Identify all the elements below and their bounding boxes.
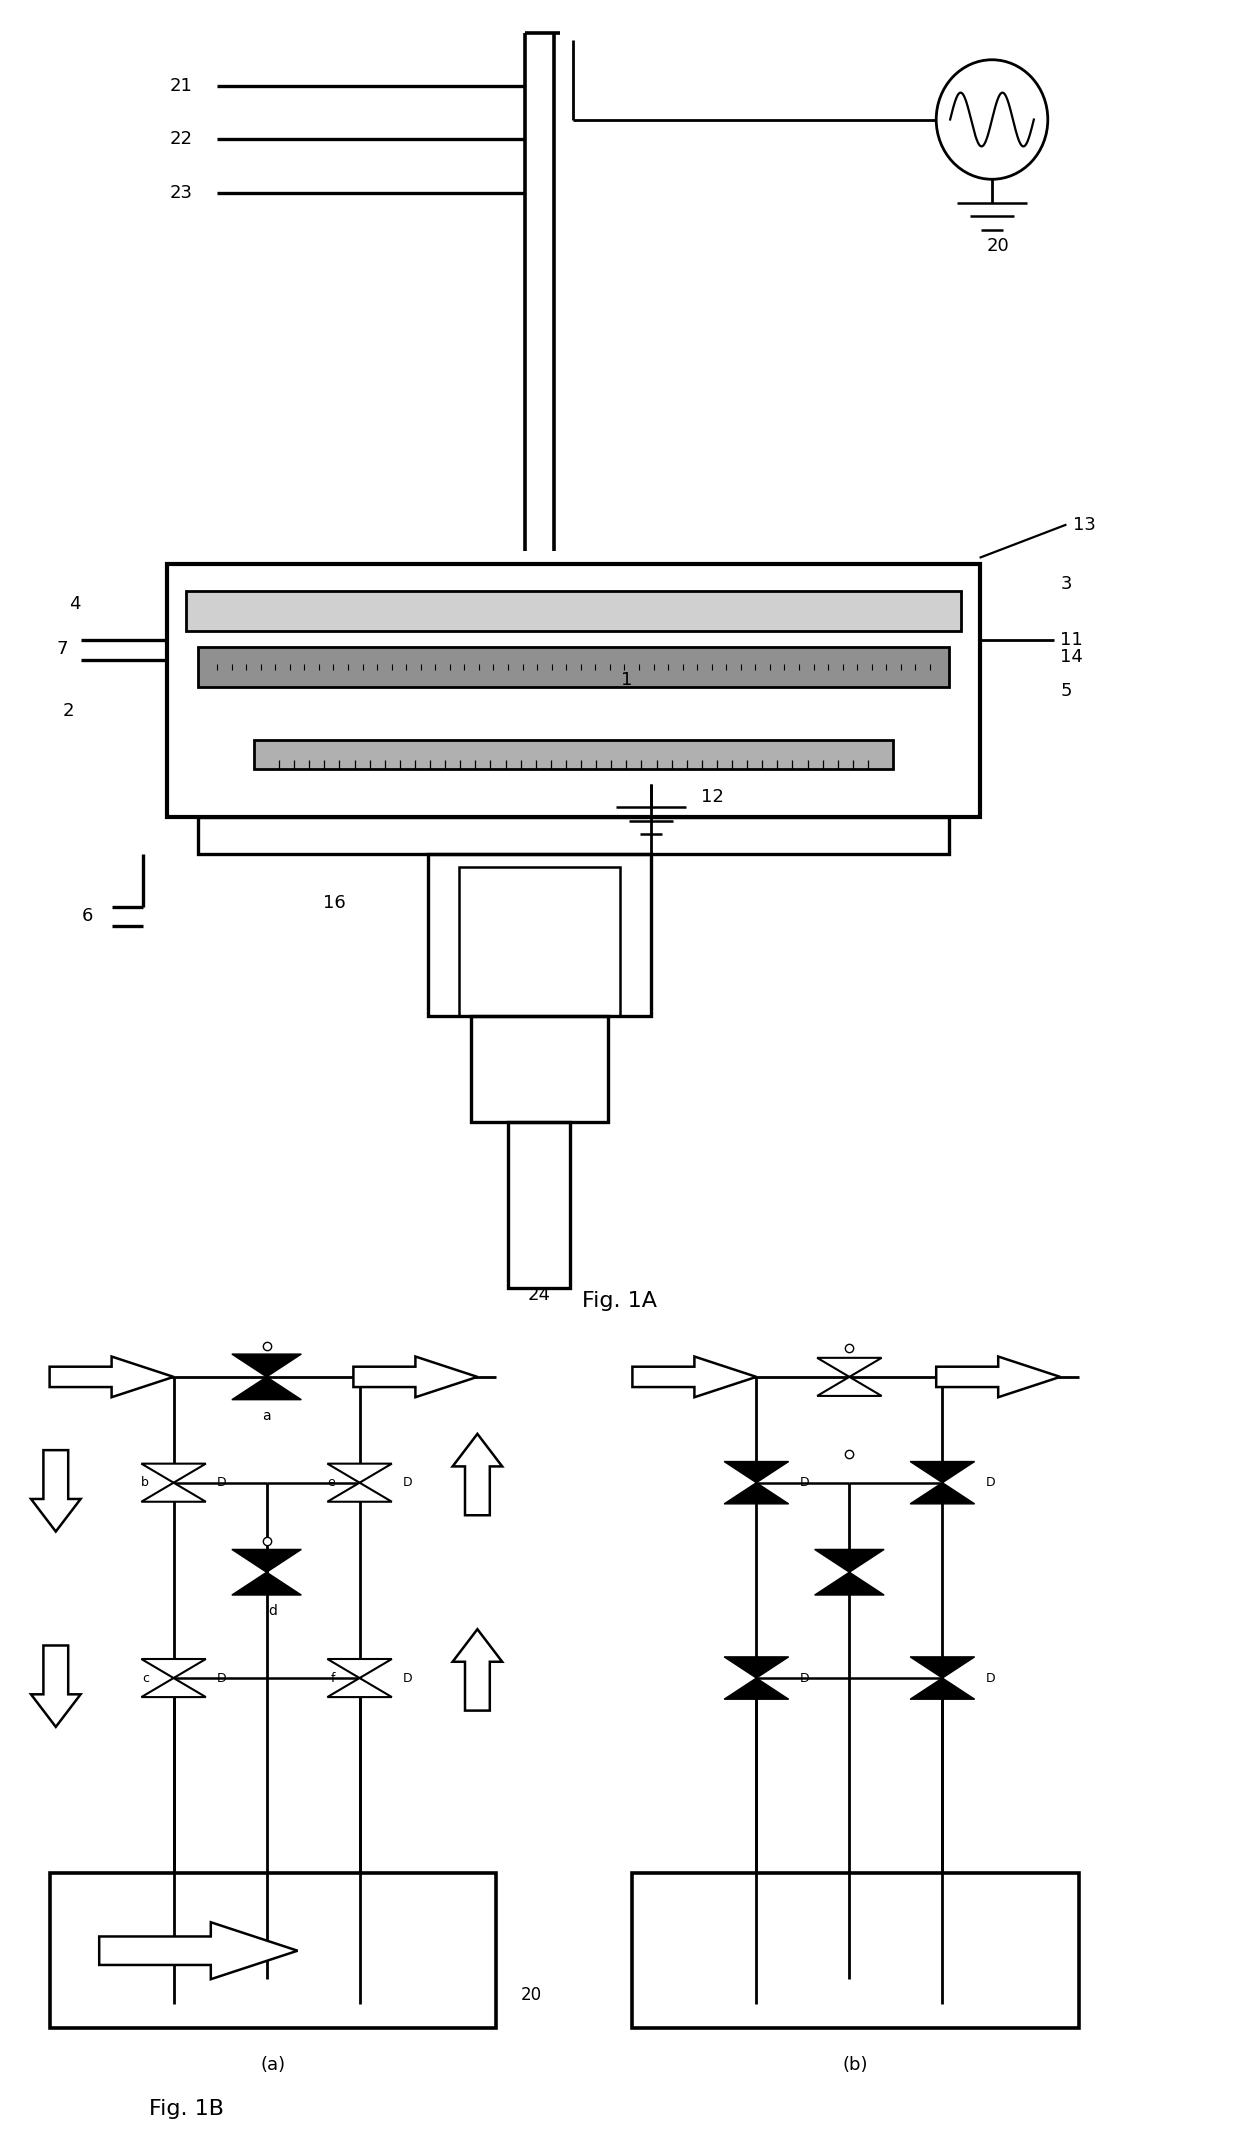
Text: D: D [986, 1671, 996, 1684]
Text: 12: 12 [701, 788, 723, 805]
Polygon shape [141, 1677, 206, 1696]
Text: 1: 1 [620, 670, 632, 690]
Text: 6: 6 [82, 908, 93, 925]
Polygon shape [327, 1660, 392, 1677]
Text: D: D [403, 1476, 413, 1489]
Polygon shape [327, 1463, 392, 1482]
Polygon shape [232, 1572, 301, 1596]
Bar [254, 739, 893, 769]
Text: D: D [403, 1671, 413, 1684]
Text: D: D [217, 1476, 227, 1489]
Polygon shape [815, 1549, 884, 1572]
Text: 14: 14 [1060, 649, 1083, 666]
Polygon shape [327, 1677, 392, 1696]
FancyArrow shape [31, 1450, 81, 1532]
Polygon shape [910, 1482, 975, 1504]
Text: Fig. 1A: Fig. 1A [583, 1292, 657, 1311]
FancyArrow shape [453, 1433, 502, 1514]
Text: a: a [263, 1409, 270, 1422]
Polygon shape [910, 1461, 975, 1482]
Text: 16: 16 [324, 893, 346, 912]
FancyArrow shape [99, 1921, 298, 1979]
Polygon shape [141, 1660, 206, 1677]
Bar [198, 647, 949, 688]
Text: e: e [327, 1476, 335, 1489]
Text: 3: 3 [1060, 576, 1071, 593]
Polygon shape [817, 1377, 882, 1397]
Text: D: D [217, 1671, 227, 1684]
Text: 20: 20 [987, 236, 1009, 255]
Polygon shape [232, 1377, 301, 1399]
FancyArrow shape [453, 1630, 502, 1711]
Text: D: D [986, 1476, 996, 1489]
Bar [459, 868, 620, 1015]
Polygon shape [724, 1482, 789, 1504]
Polygon shape [724, 1658, 789, 1677]
Text: 7: 7 [57, 640, 68, 658]
Text: c: c [141, 1671, 149, 1684]
Polygon shape [141, 1463, 206, 1482]
Text: 21: 21 [170, 77, 192, 96]
Polygon shape [327, 1482, 392, 1502]
Bar [471, 1015, 608, 1122]
Bar [508, 1122, 570, 1287]
Text: D: D [800, 1671, 810, 1684]
FancyArrow shape [936, 1356, 1060, 1397]
FancyArrow shape [632, 1356, 756, 1397]
Text: 11: 11 [1060, 632, 1083, 649]
Polygon shape [724, 1677, 789, 1699]
Bar [428, 855, 651, 1015]
Polygon shape [815, 1572, 884, 1596]
Text: f: f [330, 1671, 335, 1684]
Text: 13: 13 [1073, 516, 1095, 533]
Text: 23: 23 [169, 184, 192, 201]
Text: 22: 22 [169, 131, 192, 148]
Text: d: d [268, 1604, 278, 1619]
Text: D: D [800, 1476, 810, 1489]
Polygon shape [232, 1549, 301, 1572]
Bar [50, 1874, 496, 2028]
FancyArrow shape [353, 1356, 477, 1397]
Bar [632, 1874, 1079, 2028]
Polygon shape [910, 1677, 975, 1699]
Polygon shape [141, 1482, 206, 1502]
Polygon shape [724, 1461, 789, 1482]
Text: 4: 4 [68, 595, 81, 613]
Bar [186, 591, 961, 630]
Text: (a): (a) [260, 2056, 285, 2073]
Bar [198, 816, 949, 855]
Polygon shape [910, 1658, 975, 1677]
Polygon shape [232, 1354, 301, 1377]
Bar [167, 565, 980, 816]
Text: 5: 5 [1060, 681, 1071, 700]
FancyArrow shape [31, 1645, 81, 1726]
Text: 24: 24 [528, 1285, 551, 1304]
Polygon shape [817, 1358, 882, 1377]
Text: 2: 2 [62, 700, 74, 720]
Text: (b): (b) [843, 2056, 868, 2073]
Text: Fig. 1B: Fig. 1B [149, 2099, 223, 2118]
Text: 20: 20 [521, 1986, 542, 2005]
FancyArrow shape [50, 1356, 174, 1397]
Text: b: b [141, 1476, 149, 1489]
